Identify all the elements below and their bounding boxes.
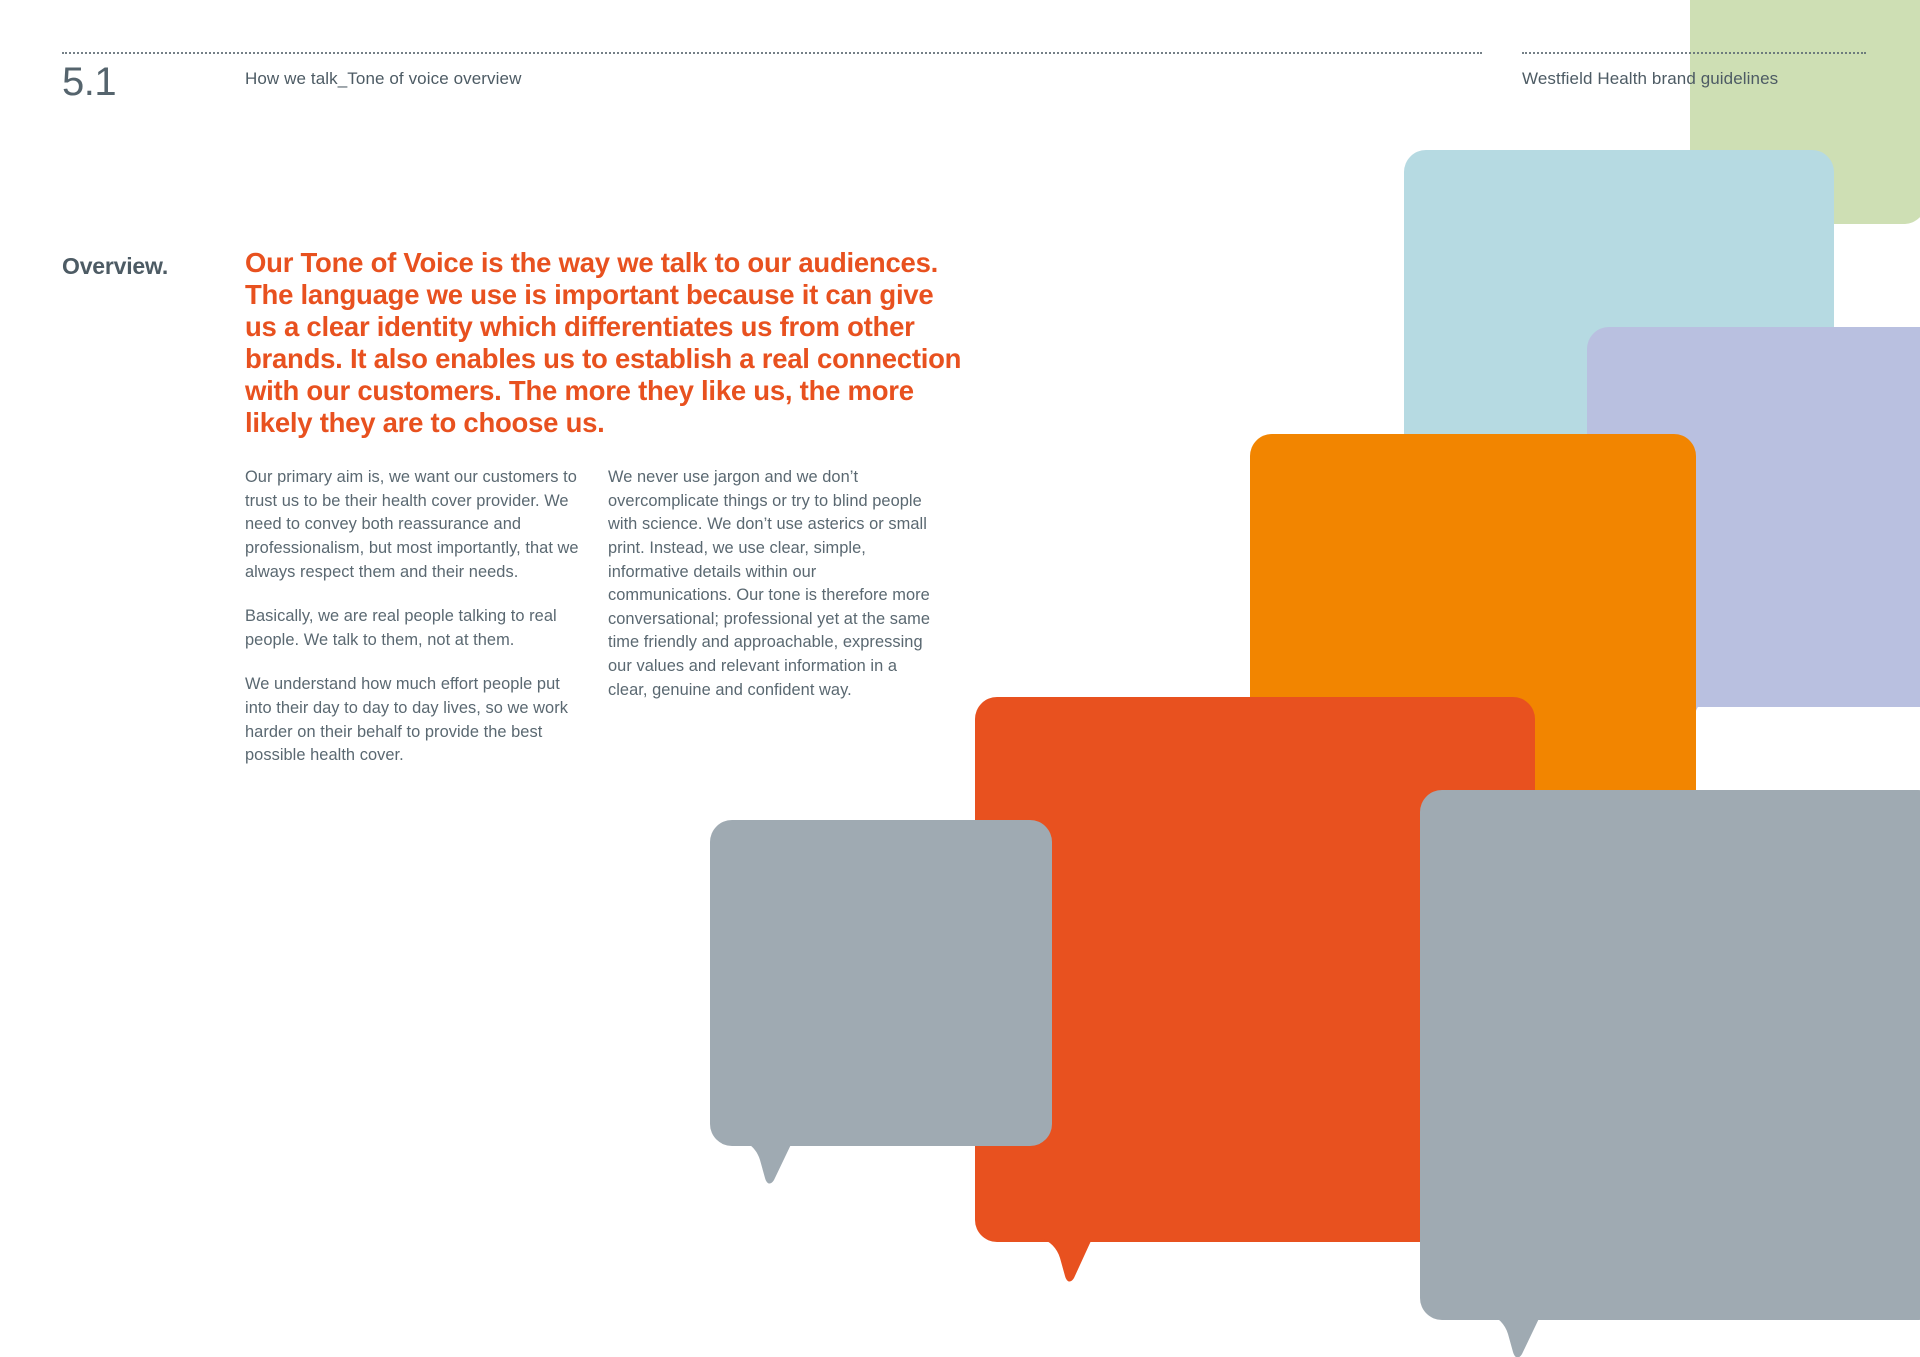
header-brand-title: Westfield Health brand guidelines <box>1522 69 1779 88</box>
header-rule-right <box>1522 52 1866 54</box>
body-paragraph: We understand how much effort people put… <box>245 675 568 765</box>
body-paragraph: Our primary aim is, we want our customer… <box>245 468 579 581</box>
body-paragraph: We never use jargon and we don’t overcom… <box>608 468 930 699</box>
header-rule-left <box>62 52 1482 54</box>
page-header: 5.1 How we talk_Tone of voice overview W… <box>0 52 1920 112</box>
page-headline: Our Tone of Voice is the way we talk to … <box>245 247 962 439</box>
section-label: Overview. <box>62 253 169 279</box>
header-section-title: How we talk_Tone of voice overview <box>245 69 522 88</box>
body-column-right: We never use jargon and we don’t overcom… <box>608 466 933 702</box>
body-column-left: Our primary aim is, we want our customer… <box>245 466 585 768</box>
body-paragraph: Basically, we are real people talking to… <box>245 607 557 649</box>
page-number: 5.1 <box>62 60 117 104</box>
